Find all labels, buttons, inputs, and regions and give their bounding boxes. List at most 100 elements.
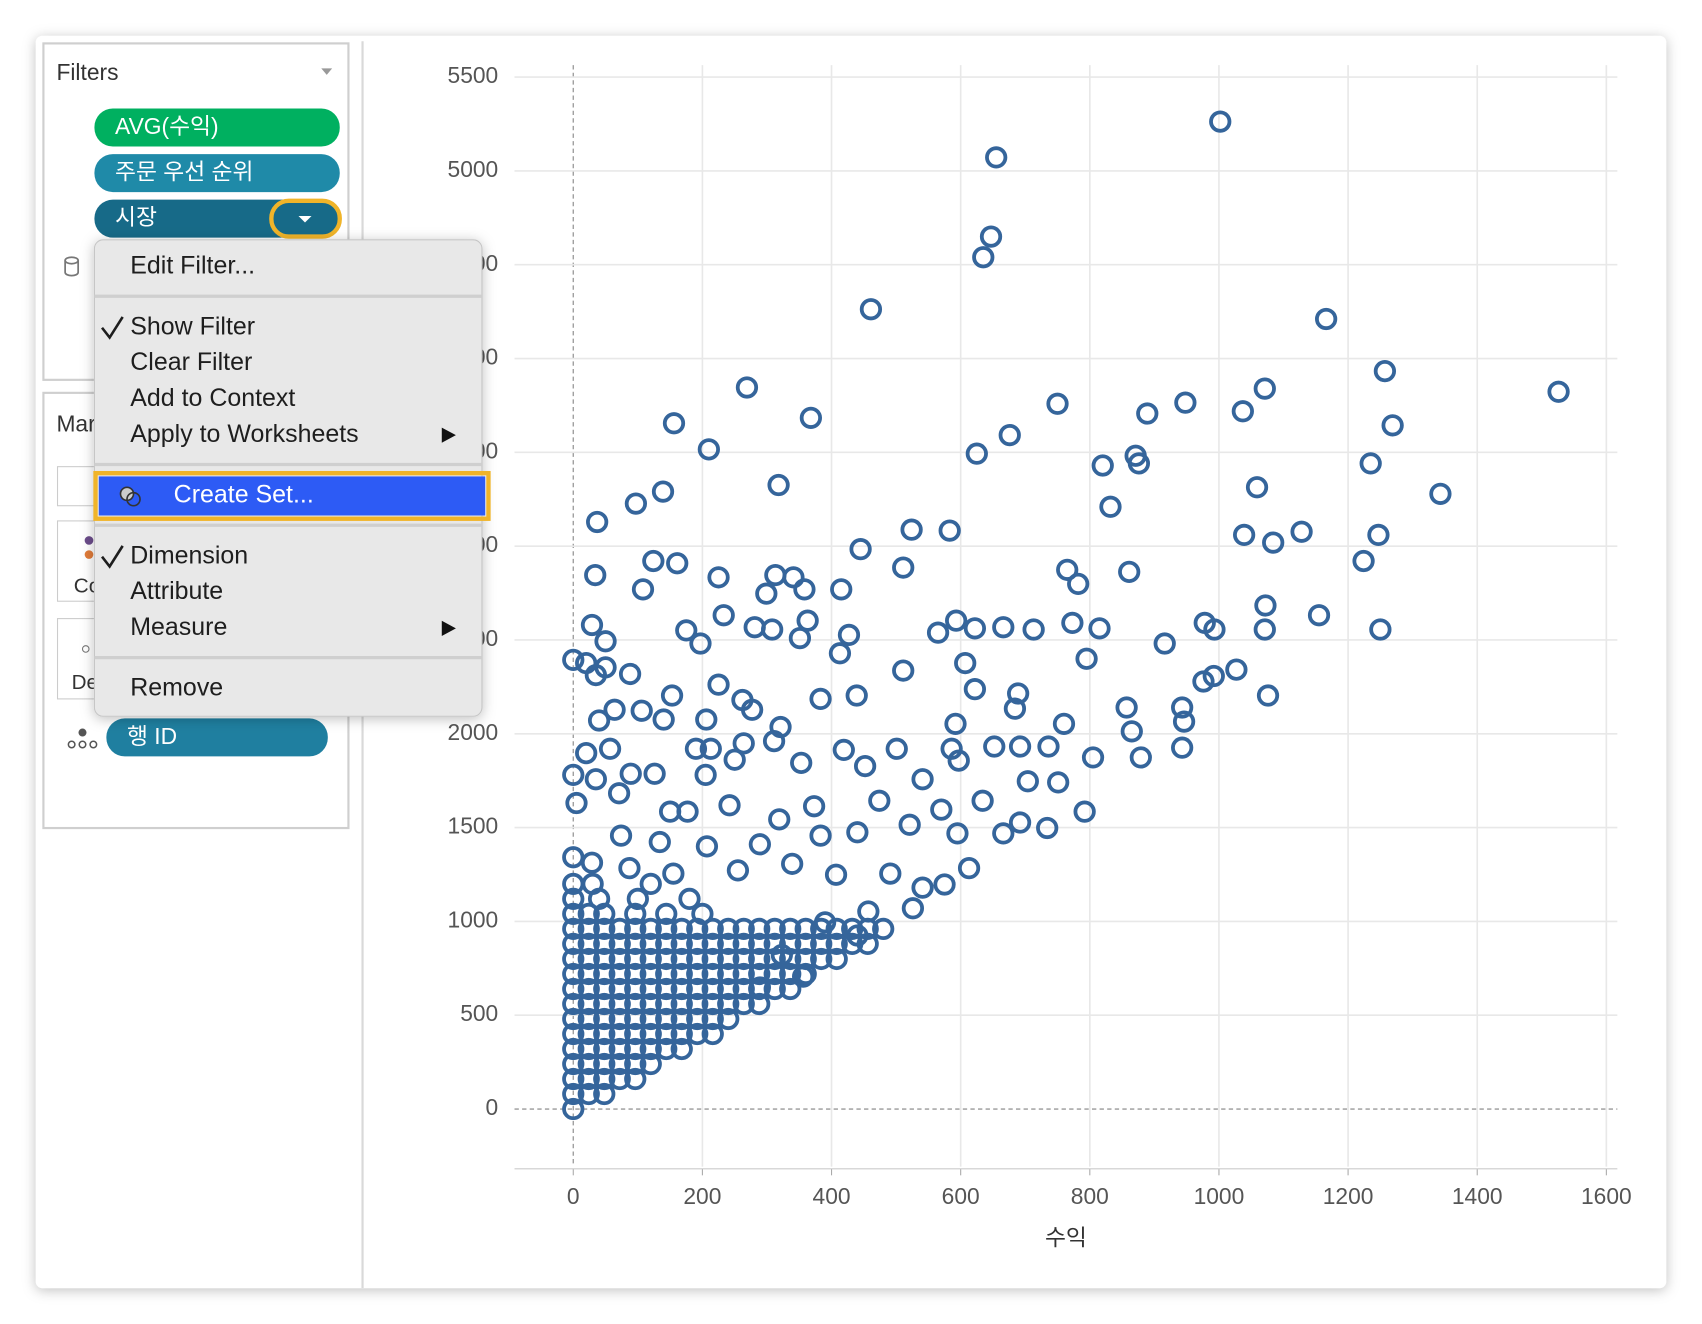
point bbox=[624, 1067, 647, 1091]
detail-icon bbox=[81, 645, 90, 653]
point bbox=[972, 246, 995, 269]
point bbox=[580, 613, 604, 637]
point bbox=[998, 423, 1021, 447]
point bbox=[670, 962, 693, 986]
card-title: Mar bbox=[56, 410, 96, 436]
point bbox=[639, 1052, 662, 1076]
point bbox=[686, 917, 709, 941]
point bbox=[1073, 800, 1096, 823]
point bbox=[748, 962, 771, 986]
menu-item-highlight[interactable] bbox=[98, 476, 486, 516]
menu-item-label[interactable]: Create Set... bbox=[174, 481, 314, 509]
point bbox=[781, 852, 804, 875]
point bbox=[639, 947, 662, 971]
point bbox=[686, 947, 709, 971]
point bbox=[872, 917, 895, 941]
submenu-arrow bbox=[441, 620, 456, 636]
point bbox=[593, 1022, 616, 1046]
point bbox=[911, 876, 934, 899]
point bbox=[666, 552, 689, 575]
point bbox=[577, 932, 600, 956]
pill[interactable] bbox=[94, 108, 340, 147]
x-tick-label: 1600 bbox=[1581, 1183, 1632, 1209]
point bbox=[732, 932, 755, 956]
mark-button[interactable] bbox=[56, 618, 102, 700]
point bbox=[748, 932, 771, 956]
point bbox=[782, 566, 805, 589]
point bbox=[1037, 735, 1060, 758]
menu-item-label[interactable]: Attribute bbox=[130, 577, 223, 605]
point bbox=[670, 992, 693, 1016]
point bbox=[1052, 712, 1076, 735]
menu-item-label[interactable]: Measure bbox=[130, 613, 227, 641]
point bbox=[701, 1007, 724, 1031]
point bbox=[1174, 391, 1197, 414]
point bbox=[662, 412, 686, 435]
point bbox=[1359, 452, 1382, 475]
point bbox=[763, 947, 786, 971]
point bbox=[1254, 594, 1277, 617]
point bbox=[1315, 307, 1338, 331]
menu-item-label[interactable]: Apply to Worksheets bbox=[130, 420, 358, 448]
point bbox=[608, 932, 631, 956]
menu-item-label[interactable]: Show Filter bbox=[130, 312, 255, 340]
point bbox=[901, 897, 925, 920]
point bbox=[607, 782, 631, 805]
point bbox=[655, 992, 678, 1016]
point bbox=[717, 932, 740, 956]
point bbox=[618, 662, 642, 686]
point bbox=[624, 902, 647, 926]
color-icon bbox=[84, 536, 94, 545]
point bbox=[701, 932, 724, 956]
point bbox=[562, 1037, 585, 1061]
point bbox=[686, 962, 709, 986]
point bbox=[794, 962, 817, 986]
y-tick-label: 0 bbox=[486, 1094, 499, 1120]
point bbox=[965, 442, 988, 465]
point bbox=[593, 947, 616, 971]
context-menu: Edit Filter... Show Filter Clear Filter Add… bbox=[93, 239, 491, 717]
point bbox=[619, 762, 642, 785]
point bbox=[799, 406, 823, 429]
point bbox=[562, 947, 585, 971]
mark-button[interactable] bbox=[56, 520, 102, 602]
point bbox=[1225, 658, 1248, 681]
card-menu-arrow[interactable] bbox=[321, 68, 333, 75]
point bbox=[979, 225, 1003, 248]
point bbox=[699, 737, 722, 760]
point bbox=[761, 618, 784, 641]
point bbox=[577, 977, 600, 1001]
x-tick-label: 1000 bbox=[1194, 1183, 1245, 1209]
point bbox=[1115, 696, 1138, 719]
y-tick-label: 5000 bbox=[448, 156, 499, 182]
point bbox=[788, 626, 812, 650]
point bbox=[926, 621, 950, 644]
point bbox=[577, 1067, 600, 1091]
menu-item-label[interactable]: Dimension bbox=[130, 541, 248, 569]
point bbox=[701, 917, 724, 941]
menu-item-label[interactable]: Edit Filter... bbox=[130, 252, 255, 280]
point bbox=[837, 623, 861, 647]
menu-item-label[interactable]: Remove bbox=[130, 674, 223, 702]
point bbox=[652, 708, 675, 731]
menu-item-label[interactable]: Add to Context bbox=[130, 384, 295, 412]
point bbox=[624, 962, 647, 986]
pill[interactable] bbox=[106, 718, 328, 757]
point bbox=[608, 992, 631, 1016]
point bbox=[779, 932, 802, 956]
point bbox=[670, 1037, 693, 1061]
point bbox=[639, 917, 662, 941]
menu-item-label[interactable]: Clear Filter bbox=[130, 348, 252, 376]
pill[interactable] bbox=[94, 154, 340, 193]
point bbox=[830, 578, 853, 601]
point bbox=[707, 566, 730, 589]
point bbox=[577, 992, 600, 1016]
point bbox=[794, 932, 817, 956]
point bbox=[1007, 682, 1030, 705]
point bbox=[732, 977, 755, 1001]
point bbox=[593, 962, 616, 986]
point bbox=[562, 763, 585, 787]
detail-icon bbox=[67, 728, 98, 749]
point bbox=[584, 663, 607, 687]
